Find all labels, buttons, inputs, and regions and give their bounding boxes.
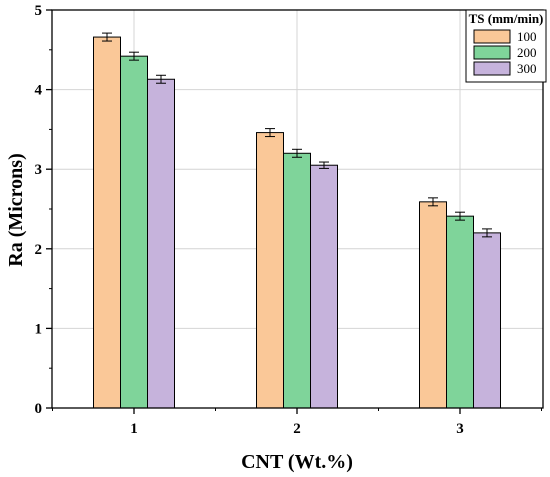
y-tick-label: 4 — [35, 83, 43, 99]
legend-label: 200 — [517, 45, 537, 60]
legend-label: 100 — [517, 29, 537, 44]
bar — [256, 132, 284, 409]
x-tick-label: 3 — [456, 421, 464, 437]
x-axis-title: CNT (Wt.%) — [241, 451, 353, 473]
legend-swatch — [473, 45, 511, 60]
legend-title: TS (mm/min) — [469, 11, 544, 26]
y-tick-label: 5 — [35, 3, 43, 19]
bar — [147, 78, 175, 409]
bar — [120, 55, 148, 409]
y-tick-label: 3 — [35, 162, 43, 178]
bar — [283, 152, 311, 409]
y-axis-title: Ra (Microns) — [5, 153, 27, 267]
legend-swatch — [473, 29, 511, 44]
legend-swatch — [473, 61, 511, 76]
y-tick-label: 0 — [35, 401, 43, 417]
bar — [446, 215, 474, 409]
bar — [93, 36, 121, 409]
legend-label: 300 — [517, 61, 537, 76]
bar-series — [93, 32, 501, 409]
y-tick-label: 2 — [35, 242, 43, 258]
bar — [473, 232, 501, 409]
x-tick-label: 1 — [130, 421, 138, 437]
axes: 0 1 2 3 4 5 1 2 3 — [35, 3, 544, 437]
x-tick-label: 2 — [293, 421, 301, 437]
bar — [310, 164, 338, 409]
bar — [419, 201, 447, 409]
y-tick-label: 1 — [35, 321, 43, 337]
